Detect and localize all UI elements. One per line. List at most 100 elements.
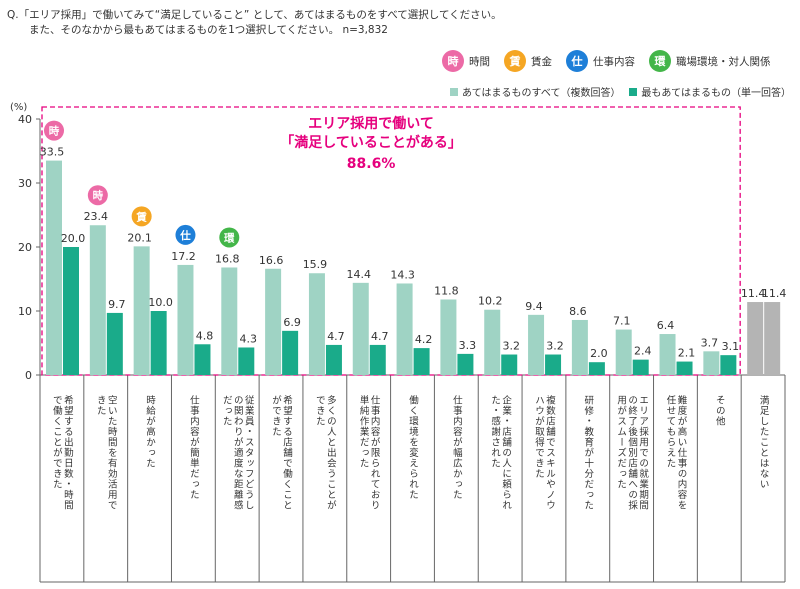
category-label: 任せてもらえた (664, 394, 676, 468)
bar-single-answer (413, 348, 430, 375)
bar-single-answer (632, 359, 649, 375)
job-content-category-icon (175, 224, 196, 245)
bar-single-answer (720, 355, 737, 375)
bar-multi-answer (265, 268, 282, 375)
bar-single-value-label: 4.3 (240, 332, 258, 345)
bar-single-answer (457, 353, 474, 375)
highlight-value: 88.6% (347, 156, 396, 172)
bar-multi-value-label: 14.4 (347, 268, 372, 281)
bar-multi-value-label: 16.8 (215, 252, 240, 265)
bar-multi-value-label: 6.4 (657, 319, 675, 332)
bar-badge-label: 時 (93, 189, 104, 202)
environment-category-icon: 環 (649, 50, 671, 72)
bar-multi-answer (615, 329, 632, 375)
bar-single-answer (282, 330, 299, 375)
category-label: きた (95, 395, 107, 416)
bar-badge-label: 環 (224, 232, 235, 244)
bar-single-answer (501, 354, 518, 375)
bar-multi-answer (703, 351, 720, 375)
bar-multi-value-label: 3.7 (701, 336, 719, 349)
highlight-dashed-box (41, 106, 741, 376)
environment-category-icon (219, 227, 240, 248)
time-category-icon (87, 185, 108, 206)
bar-multi-answer (89, 225, 106, 375)
question-line-2: また、そのなかから最もあてはまるものを1つ選択してください。 n=3,832 (29, 24, 388, 36)
job-content-category-icon: 仕 (566, 50, 588, 72)
category-label: できた (314, 395, 326, 427)
series-legend-label: あてはまるものすべて（複数回答） (461, 88, 621, 99)
bar-multi-answer (571, 319, 588, 375)
bar-single-value-label: 20.0 (61, 232, 86, 245)
bar-multi-answer (747, 302, 764, 375)
category-label: 満足したことはない (758, 395, 770, 490)
bar-multi-value-label: 17.2 (171, 250, 196, 263)
category-legend-item: 環職場環境・対人関係 (649, 50, 771, 72)
bar-single-value-label: 4.7 (371, 330, 389, 343)
bar-multi-answer (396, 283, 413, 375)
bar-multi-answer (133, 246, 150, 375)
bar-single-value-label: 4.2 (415, 333, 433, 346)
highlight-line-2: 「満足していることがある」 (280, 134, 462, 151)
bar-multi-value-label: 7.1 (613, 315, 631, 328)
bar-single-value-label: 11.4 (762, 287, 787, 300)
category-legend-label: 仕事内容 (593, 55, 635, 68)
series-legend-item: あてはまるものすべて（複数回答） (450, 84, 621, 99)
category-legend-label: 職場環境・対人関係 (676, 55, 771, 68)
bar-multi-answer (528, 314, 545, 375)
bar-multi-value-label: 11.8 (434, 284, 459, 297)
bar-multi-answer (440, 299, 457, 375)
time-category-icon (44, 120, 64, 141)
series-legend-swatch (450, 87, 458, 96)
bar-single-value-label: 2.1 (678, 347, 696, 360)
question-text: Q.「エリア採用」で働いてみて“満足していること” として、あてはまるものをすべ… (7, 8, 502, 38)
category-label: 空いた時間を有効活用で (106, 394, 118, 510)
bar-single-value-label: 9.7 (108, 298, 126, 311)
bar-badge-label: 仕 (179, 229, 191, 242)
series-legend: あてはまるものすべて（複数回答） 最もあてはまるもの（単一回答） (450, 84, 800, 99)
category-label: 時給が高かった (144, 395, 156, 469)
category-label: 複数店舗でスキルやノウ (544, 394, 556, 510)
y-tick-label: 0 (25, 369, 32, 382)
category-label: 働く環境を変えられた (407, 394, 419, 500)
bar-multi-value-label: 8.6 (569, 305, 587, 318)
bar-multi-value-label: 16.6 (259, 254, 284, 267)
bar-multi-answer (484, 309, 501, 375)
category-legend-label: 時間 (469, 55, 490, 68)
bar-multi-answer (177, 264, 194, 375)
category-label: 仕事内容が簡単だった (188, 394, 200, 500)
category-label: 用がスムーズだった (615, 395, 627, 490)
category-label: その他 (714, 395, 726, 427)
bar-single-answer (106, 312, 123, 375)
category-label: だった (221, 395, 233, 427)
series-legend-item: 最もあてはまるもの（単一回答） (629, 84, 791, 99)
bar-single-answer (764, 302, 781, 375)
bar-single-answer (545, 354, 562, 375)
bar-badge-label: 賃 (135, 210, 147, 223)
category-label: 仕事内容が幅広かった (451, 394, 463, 500)
category-label: ハウが取得できた (533, 395, 545, 479)
bar-multi-value-label: 23.4 (84, 210, 109, 223)
bar-single-answer (238, 347, 255, 375)
bar-single-value-label: 3.3 (459, 339, 477, 352)
y-tick-label: 20 (18, 241, 32, 254)
bar-multi-answer (659, 334, 676, 375)
bar-single-answer (369, 344, 386, 375)
bar-single-value-label: 3.1 (722, 340, 740, 353)
category-legend-item: 賃賃金 (504, 50, 552, 72)
bar-multi-value-label: 9.4 (525, 300, 543, 313)
category-label: 難度が高い仕事の内容を (675, 394, 687, 510)
category-label: 希望する出勤日数・時間 (62, 394, 74, 510)
highlight-line-1: エリア採用で働いて (308, 115, 434, 132)
category-label: 希望する店舗で働くこと (281, 394, 293, 510)
wage-category-icon: 賃 (504, 50, 526, 72)
bar-single-answer (63, 247, 79, 375)
bar-multi-answer (308, 273, 325, 375)
bar-badge-label: 時 (49, 125, 60, 138)
category-label: の終了後個別店舗への採 (626, 395, 638, 511)
bar-single-value-label: 6.9 (283, 316, 301, 329)
category-legend-item: 時時間 (442, 50, 490, 72)
y-tick-label: 10 (18, 305, 32, 318)
category-legend-item: 仕仕事内容 (566, 50, 635, 72)
category-label: ができた (270, 394, 282, 437)
category-label: た・感謝された (489, 395, 501, 469)
